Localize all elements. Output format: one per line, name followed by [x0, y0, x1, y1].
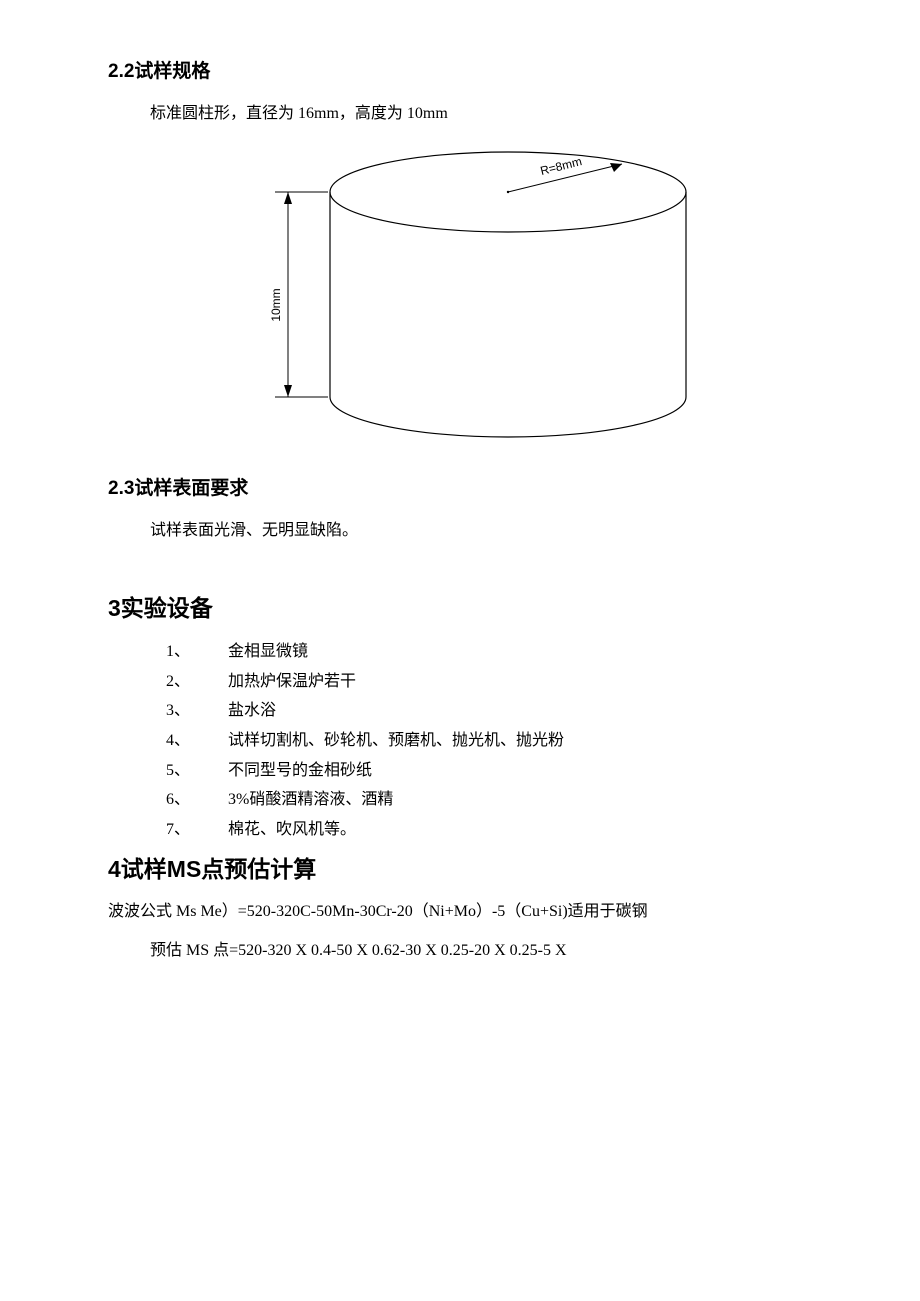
list-item-text: 金相显微镜: [228, 637, 812, 667]
dim-arrow-top: [284, 192, 292, 204]
list-item-text: 盐水浴: [228, 696, 812, 726]
cylinder-diagram: 10mm R=8mm: [210, 137, 710, 447]
list-item-text: 试样切割机、砂轮机、预磨机、抛光机、抛光粉: [228, 726, 812, 756]
list-item: 5、 不同型号的金相砂纸: [166, 756, 812, 786]
heading-sample-spec: 2.2试样规格: [108, 56, 812, 83]
text-sample-spec: 标准圆柱形，直径为 16mm，高度为 10mm: [150, 101, 812, 127]
list-item-num: 7、: [166, 815, 228, 845]
heading-equipment: 3实验设备: [108, 589, 812, 623]
dim-height-label: 10mm: [269, 288, 283, 321]
list-item: 2、 加热炉保温炉若干: [166, 667, 812, 697]
list-item-text: 3%硝酸酒精溶液、酒精: [228, 785, 812, 815]
text-ms-calc: 预估 MS 点=520-320 X 0.4-50 X 0.62-30 X 0.2…: [150, 937, 812, 966]
figure-cylinder: 10mm R=8mm: [108, 137, 812, 447]
list-item-text: 棉花、吹风机等。: [228, 815, 812, 845]
list-item: 7、 棉花、吹风机等。: [166, 815, 812, 845]
text-surface-req: 试样表面光滑、无明显缺陷。: [150, 518, 812, 544]
list-item-num: 3、: [166, 696, 228, 726]
list-item-num: 5、: [166, 756, 228, 786]
text-ms-formula: 波波公式 Ms Me）=520-320C-50Mn-30Cr-20（Ni+Mo）…: [108, 898, 812, 927]
list-item: 4、 试样切割机、砂轮机、预磨机、抛光机、抛光粉: [166, 726, 812, 756]
list-item: 3、 盐水浴: [166, 696, 812, 726]
cylinder-bottom-arc: [330, 397, 686, 437]
dim-arrow-bottom: [284, 385, 292, 397]
list-item-text: 加热炉保温炉若干: [228, 667, 812, 697]
list-item-num: 4、: [166, 726, 228, 756]
list-item: 1、 金相显微镜: [166, 637, 812, 667]
list-item-num: 6、: [166, 785, 228, 815]
radius-label: R=8mm: [539, 154, 583, 178]
radius-arrow: [610, 163, 622, 172]
list-item-num: 2、: [166, 667, 228, 697]
list-item-text: 不同型号的金相砂纸: [228, 756, 812, 786]
list-item: 6、 3%硝酸酒精溶液、酒精: [166, 785, 812, 815]
equipment-list: 1、 金相显微镜 2、 加热炉保温炉若干 3、 盐水浴 4、 试样切割机、砂轮机…: [166, 637, 812, 844]
heading-surface-req: 2.3试样表面要求: [108, 473, 812, 500]
heading-ms-point: 4试样MS点预估计算: [108, 850, 812, 884]
list-item-num: 1、: [166, 637, 228, 667]
center-dot: [507, 190, 509, 192]
